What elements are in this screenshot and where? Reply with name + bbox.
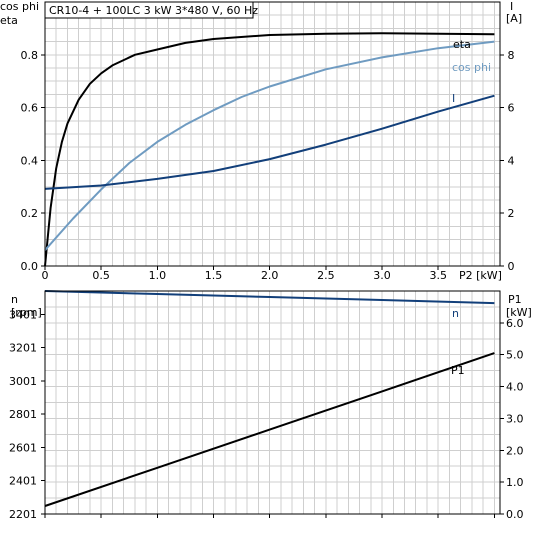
top-right-tick-label-0: 0 [508,260,515,273]
bottom-left-tick-label-2: 3001 [9,375,37,388]
bottom-plot-frame [44,290,501,515]
top-curves [44,32,495,267]
x-tick-label-6: 3.0 [373,269,391,282]
series-line-p1 [44,352,495,507]
series-line-eta [44,32,495,267]
bottom-left-tick-label-4: 2601 [9,441,37,454]
bottom-right-tick-label-4: 2.0 [506,444,524,457]
top-right-axis-label-line2: [A] [506,12,522,25]
top-plot-frame [44,1,501,267]
bottom-left-tick-label-1: 3201 [9,342,37,355]
bottom-grid [45,291,500,514]
series-line-i [44,94,495,190]
top-right-tick-label-3: 6 [508,102,515,115]
series-label-n: n [452,307,459,320]
x-tick-label-5: 2.5 [317,269,335,282]
bottom-right-tick-label-5: 1.0 [506,476,524,489]
bottom-right-tick-label-6: 0.0 [506,508,524,521]
top-ticks: 0 0.5 1.0 1.5 2.0 2.5 3.0 3.5 0.0 0.2 0.4 0.6 0.8 0 2 4… [21,49,515,282]
bottom-left-axis-label-line2: [rpm] [11,306,42,319]
top-left-tick-label-4: 0.8 [21,49,39,62]
series-line-cos-phi [44,40,495,251]
bottom-left-axis-label-line1: n [11,293,18,306]
x-tick-label-4: 2.0 [261,269,279,282]
top-left-tick-label-3: 0.6 [21,102,39,115]
top-right-tick-label-1: 2 [508,207,515,220]
top-left-tick-label-1: 0.2 [21,207,39,220]
top-left-axis-label-line2: eta [0,14,18,27]
bottom-left-tick-label-3: 2801 [9,408,37,421]
bottom-right-tick-label-0: 6.0 [506,317,524,330]
chart-title-box [44,1,254,19]
series-label-eta: eta [453,38,471,51]
top-right-axis-label-line1: I [510,0,513,13]
series-label-cos-phi: cos phi [452,61,491,74]
x-tick-label-7: 3.5 [429,269,447,282]
bottom-left-tick-label-0: 3401 [9,308,37,321]
chart-title: CR10-4 + 100LC 3 kW 3*480 V, 60 Hz [49,4,258,17]
bottom-right-tick-label-3: 3.0 [506,412,524,425]
bottom-right-tick-label-2: 4.0 [506,381,524,394]
bottom-curves [44,290,495,507]
bottom-right-axis-label-line1: P1 [508,293,522,306]
bottom-left-tick-label-5: 2401 [9,475,37,488]
x-tick-label-2: 1.0 [149,269,167,282]
top-right-tick-label-4: 8 [508,49,515,62]
top-grid [45,2,500,266]
x-tick-label-0: 0 [42,269,49,282]
bottom-left-tick-label-6: 2201 [9,508,37,521]
series-label-i: I [452,92,455,105]
top-left-tick-label-2: 0.4 [21,154,39,167]
x-tick-label-3: 1.5 [205,269,223,282]
bottom-ticks: 3401 3201 3001 2801 2601 2401 2201 6.0 5.0 4.0 3.0… [9,308,524,521]
series-label-p1: P1 [451,364,465,377]
bottom-right-axis-label-line2: [kW] [506,306,532,319]
top-left-tick-label-0: 0.0 [21,260,39,273]
x-axis-label: P2 [kW] [459,269,502,282]
top-left-axis-label-line1: cos phi [0,0,39,13]
bottom-right-tick-label-1: 5.0 [506,349,524,362]
x-tick-label-1: 0.5 [92,269,110,282]
top-right-tick-label-2: 4 [508,154,515,167]
series-line-n [44,290,495,305]
